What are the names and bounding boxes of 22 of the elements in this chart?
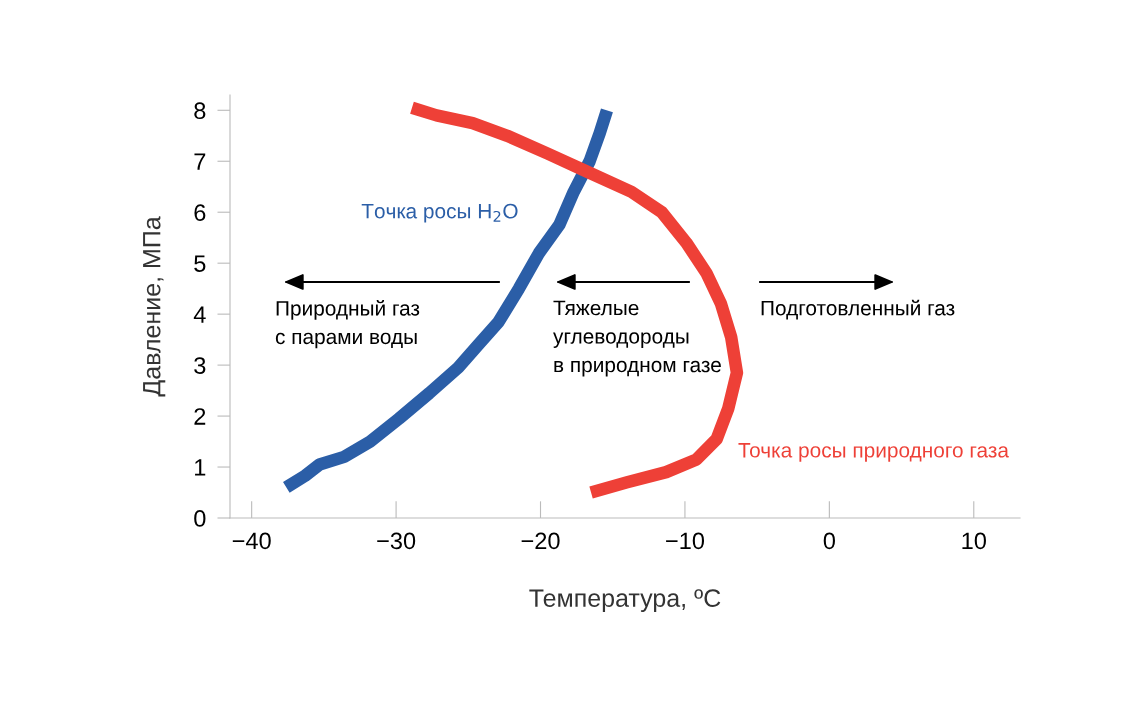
x-tick-label: 0 bbox=[823, 532, 835, 550]
y-tick-label: 5 bbox=[194, 255, 206, 272]
x-axis-title: Температура, ºС bbox=[529, 589, 721, 612]
y-tick-label: 7 bbox=[194, 153, 206, 170]
y-tick-label: 3 bbox=[194, 357, 206, 374]
y-tick-label: 0 bbox=[194, 510, 206, 527]
series-label: Точка росы природного газа bbox=[738, 443, 1009, 462]
annotation: Тяжелые углеводороды в природном газе bbox=[553, 300, 721, 377]
y-axis-title: Давление, МПа bbox=[143, 216, 166, 397]
x-tick-label: −30 bbox=[377, 532, 416, 550]
annotation: Природный газ с парами воды bbox=[275, 300, 420, 349]
y-tick-label: 8 bbox=[194, 102, 206, 120]
annotation: Подготовленный газ bbox=[761, 299, 955, 320]
y-tick-label: 4 bbox=[193, 306, 206, 323]
y-tick-label: 6 bbox=[194, 204, 206, 221]
y-tick-label: 1 bbox=[195, 459, 206, 476]
x-tick-label: −40 bbox=[232, 532, 271, 550]
x-tick-label: −10 bbox=[666, 532, 705, 550]
series-label: Точка росы H$_{2}$O bbox=[361, 203, 518, 223]
x-tick-label: 10 bbox=[962, 532, 986, 550]
y-tick-label: 2 bbox=[194, 408, 206, 425]
x-tick-label: −20 bbox=[521, 532, 560, 550]
